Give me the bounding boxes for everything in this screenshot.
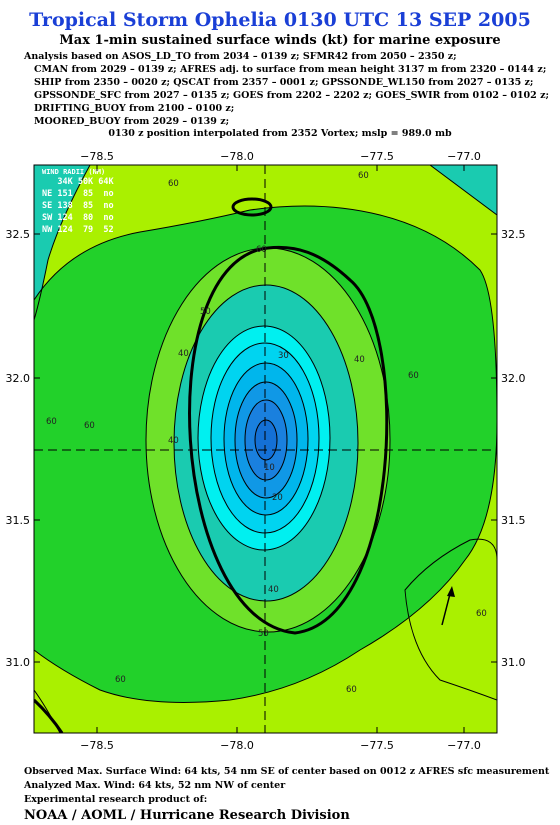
lon-tick-label: −77.0 (447, 739, 481, 752)
wind-field-10 (245, 400, 287, 480)
wind-field-core (255, 420, 277, 460)
wind-field-40 (174, 285, 358, 601)
contour-label: 60 (84, 421, 95, 431)
plot-frame (33, 164, 498, 734)
analysis-line: SHIP from 2350 – 0020 z; QSCAT from 2357… (34, 77, 534, 88)
lat-tick-label: 32.5 (501, 228, 526, 241)
contour-thick-corner (34, 698, 64, 733)
contour-label: 10 (264, 463, 275, 473)
contour-label: 50 (258, 629, 269, 639)
analysis-line: CMAN from 2029 – 0139 z; AFRES adj. to s… (34, 64, 547, 75)
contour-label: 60 (408, 371, 419, 381)
contour-label: 40 (168, 436, 179, 446)
max-wind-arrowhead (447, 586, 455, 597)
contour-64kt (231, 197, 273, 217)
analysis-line: DRIFTING_BUOY from 2100 – 0100 z; (34, 103, 235, 114)
lat-tick-label: 32.0 (6, 372, 31, 385)
lon-tick-label: −77.5 (360, 150, 394, 163)
contour-label: 20 (272, 493, 283, 503)
contour-50kt-thick (192, 248, 344, 632)
contour-label: 60 (115, 675, 126, 685)
wind-radii-row: SW 124 80 no (42, 213, 114, 223)
axis-ticks (34, 165, 497, 733)
wind-radii-row: NE 151 85 no (42, 189, 114, 199)
contour-label: 40 (178, 349, 189, 359)
wind-field-teal-left (34, 165, 90, 320)
experimental-note: Experimental research product of: (24, 794, 208, 805)
contour-label: 60 (358, 171, 369, 181)
wind-radii-row: SE 138 85 no (42, 201, 114, 211)
wind-field-outer (34, 165, 497, 733)
lon-tick-label: −78.0 (220, 150, 254, 163)
contour-label: 60 (476, 609, 487, 619)
lat-tick-label: 32.5 (6, 228, 31, 241)
analysis-sources: Analysis based on ASOS_LD_TO from 2034 –… (24, 50, 554, 128)
wind-field-30 (198, 326, 330, 550)
lon-tick-label: −78.0 (220, 739, 254, 752)
contour-label: 60 (346, 685, 357, 695)
wind-radii-header: WIND RADII (NM) (42, 168, 105, 176)
analysis-line: Analysis based on ASOS_LD_TO from 2034 –… (24, 51, 457, 62)
lat-tick-label: 31.0 (501, 656, 526, 669)
contour-label: 50 (200, 307, 211, 317)
analysis-line: MOORED_BUOY from 2029 – 0139 z; (34, 116, 230, 127)
map-title: Tropical Storm Ophelia 0130 UTC 13 SEP 2… (29, 9, 531, 31)
analyzed-max-wind: Analyzed Max. Wind: 64 kts, 52 nm NW of … (24, 780, 286, 791)
map-subtitle: Max 1-min sustained surface winds (kt) f… (59, 33, 501, 48)
lat-tick-label: 31.0 (6, 656, 31, 669)
lat-tick-label: 31.5 (501, 514, 526, 527)
wind-radii-table: WIND RADII (NM) 34K 50K 64K NE 151 85 no… (42, 168, 115, 235)
contour-label: 40 (354, 355, 365, 365)
contour-label: 60 (256, 245, 267, 255)
analysis-line: GPSSONDE_SFC from 2027 – 0135 z; GOES fr… (34, 90, 549, 101)
wind-field-20 (224, 363, 308, 515)
max-wind-arrow (441, 589, 452, 626)
observed-max-wind: Observed Max. Surface Wind: 64 kts, 54 n… (24, 766, 550, 777)
contour-label: 30 (278, 351, 289, 361)
position-note: 0130 z position interpolated from 2352 V… (108, 128, 452, 139)
contour-label: 60 (168, 179, 179, 189)
lon-tick-label: −78.5 (80, 739, 114, 752)
lat-tick-label: 31.5 (6, 514, 31, 527)
contour-label: 60 (46, 417, 57, 427)
wind-field-15 (235, 382, 297, 498)
wind-field-green (34, 206, 497, 703)
lon-tick-label: −77.0 (447, 150, 481, 163)
wind-radii-row: NW 124 79 52 (42, 225, 114, 235)
footer: Observed Max. Surface Wind: 64 kts, 54 n… (24, 765, 554, 825)
contour-thick (188, 245, 389, 635)
wind-field-25 (211, 343, 319, 533)
lon-tick-label: −77.5 (360, 739, 394, 752)
organization: NOAA / AOML / Hurricane Research Divisio… (24, 808, 350, 823)
wind-field-teal-right (430, 165, 497, 215)
lon-tick-label: −78.5 (80, 150, 114, 163)
contour-label: 40 (268, 585, 279, 595)
wind-field-50 (146, 248, 390, 632)
wind-radii-columns: 34K 50K 64K (42, 177, 115, 187)
lat-tick-label: 32.0 (501, 372, 526, 385)
